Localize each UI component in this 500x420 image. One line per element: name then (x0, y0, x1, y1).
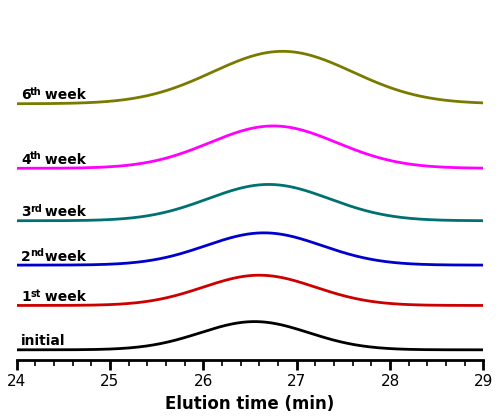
Text: 3: 3 (21, 205, 31, 219)
Text: 4: 4 (21, 153, 31, 167)
Text: nd: nd (30, 248, 44, 258)
Text: rd: rd (30, 204, 42, 214)
Text: week: week (40, 205, 86, 219)
Text: th: th (30, 152, 42, 161)
Text: 2: 2 (21, 249, 31, 263)
Text: week: week (40, 153, 86, 167)
Text: week: week (40, 290, 86, 304)
Text: initial: initial (21, 334, 66, 348)
Text: week: week (40, 249, 86, 263)
Text: week: week (40, 88, 86, 102)
Text: st: st (30, 289, 40, 299)
Text: 1: 1 (21, 290, 31, 304)
X-axis label: Elution time (min): Elution time (min) (166, 395, 334, 413)
Text: 6: 6 (21, 88, 31, 102)
Text: th: th (30, 87, 42, 97)
